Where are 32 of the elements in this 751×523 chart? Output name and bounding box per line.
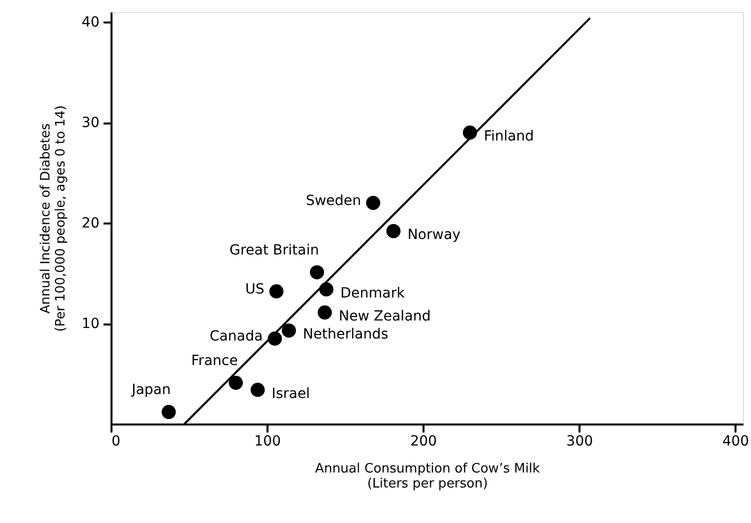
point bbox=[318, 305, 332, 320]
point bbox=[228, 376, 243, 390]
y-tick-label: 10 bbox=[82, 316, 100, 332]
point bbox=[250, 382, 265, 397]
annotation: US bbox=[245, 281, 265, 298]
annotation: Japan bbox=[130, 382, 171, 398]
annotation: France bbox=[191, 352, 238, 369]
x-tick-label: 200 bbox=[410, 434, 437, 450]
point bbox=[366, 196, 380, 210]
y-tick-label: 20 bbox=[82, 216, 100, 232]
annotation: Denmark bbox=[340, 285, 406, 302]
annotation: Sweden bbox=[306, 192, 362, 209]
annotation: Norway bbox=[407, 227, 461, 244]
annotation: Netherlands bbox=[302, 326, 388, 343]
annotation: New Zealand bbox=[338, 308, 431, 324]
x-tick-label: 100 bbox=[254, 434, 281, 450]
annotation: Israel bbox=[272, 386, 310, 402]
y-tick-label: 40 bbox=[82, 14, 100, 31]
y-tick-label: 30 bbox=[82, 115, 100, 132]
point bbox=[282, 323, 296, 338]
point bbox=[386, 224, 401, 238]
annotation: Canada bbox=[210, 328, 263, 345]
point bbox=[269, 284, 284, 298]
annotation: Great Britain bbox=[229, 242, 319, 258]
x-tick-label: 400 bbox=[722, 434, 750, 450]
point bbox=[310, 265, 324, 280]
x-axis-title: Annual Consumption of Cow’s Milk (Liters per person) bbox=[315, 462, 540, 492]
x-tick-label: 0 bbox=[112, 434, 120, 450]
annotation: Finland bbox=[484, 128, 534, 145]
x-tick-label: 300 bbox=[566, 434, 594, 450]
y-axis-title: Annual Incidence of Diabetes (Per 100,000 people, ages 0 to 14) bbox=[38, 105, 69, 332]
point bbox=[162, 404, 176, 419]
